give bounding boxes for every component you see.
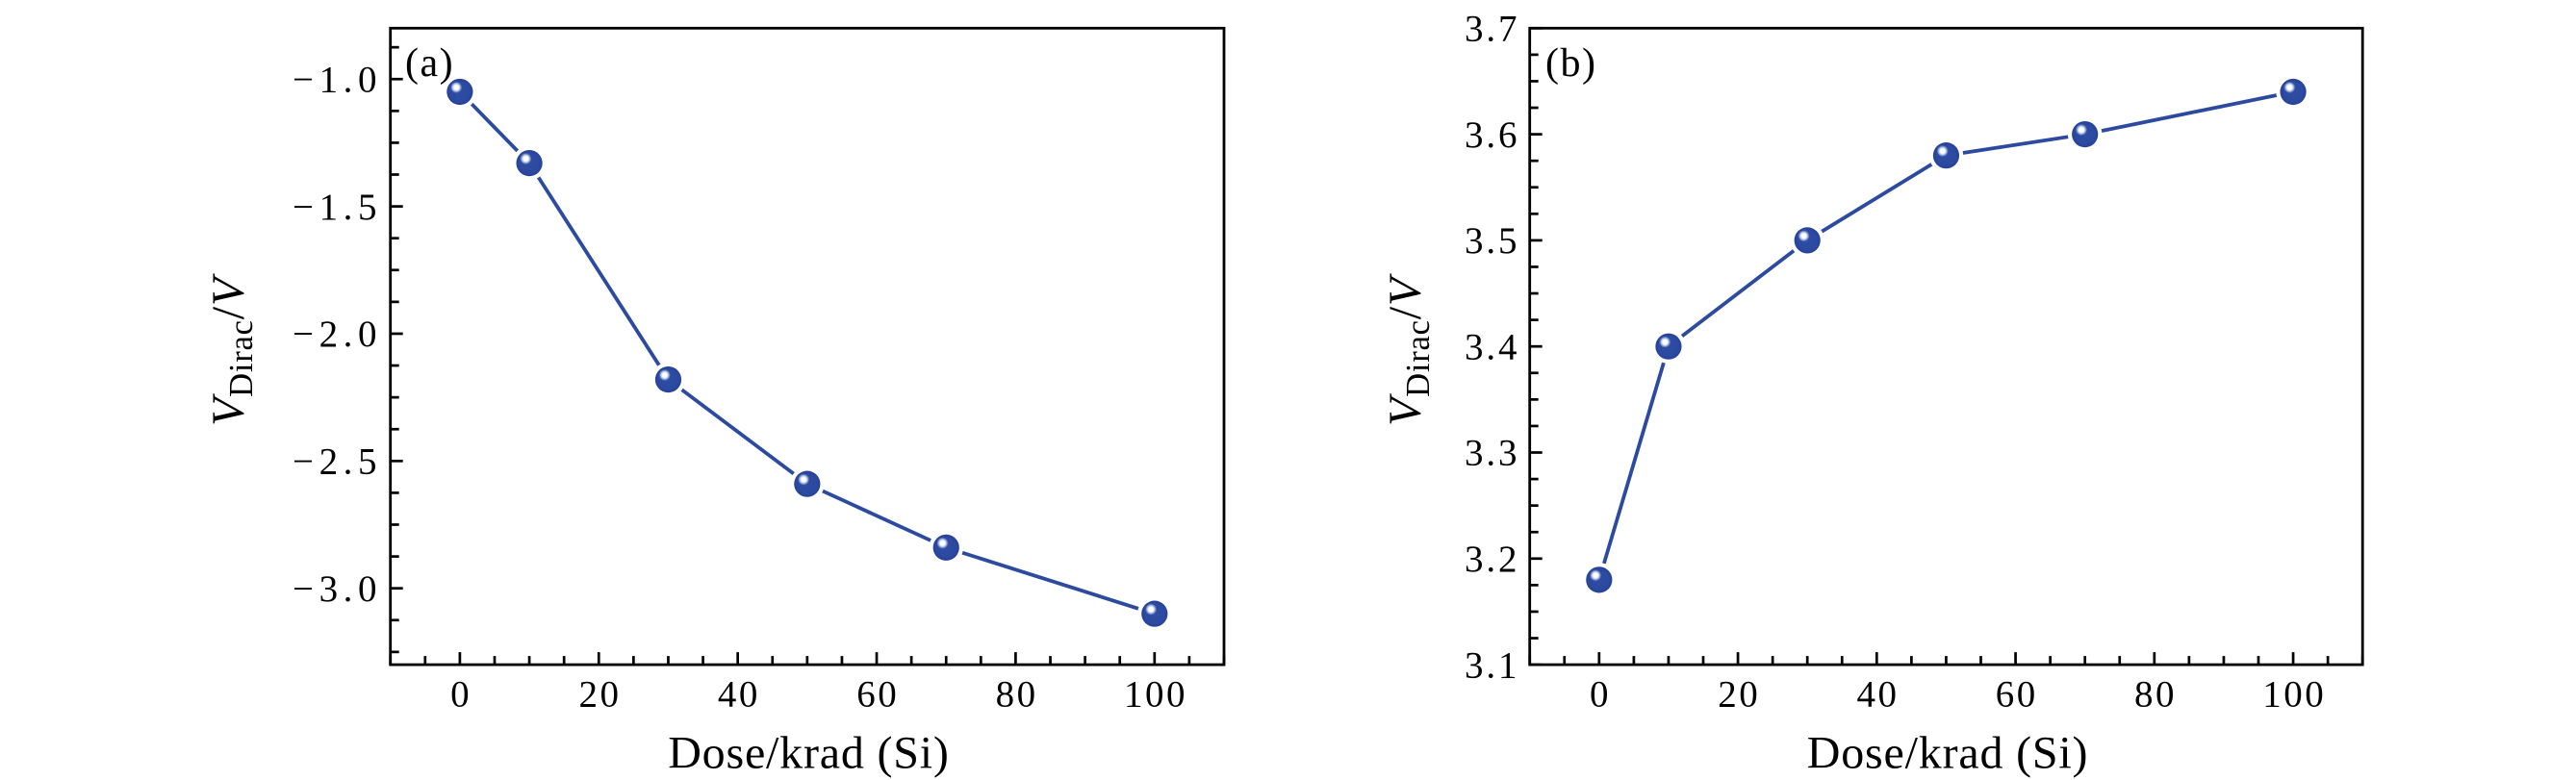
- svg-text:3.4: 3.4: [1465, 326, 1519, 367]
- svg-text:80: 80: [996, 674, 1038, 716]
- svg-text:100: 100: [2262, 674, 2326, 716]
- svg-text:3.3: 3.3: [1465, 433, 1519, 474]
- svg-text:VDirac/V: VDirac/V: [203, 273, 260, 426]
- svg-text:Dose/krad (Si): Dose/krad (Si): [668, 727, 949, 778]
- svg-text:60: 60: [856, 674, 899, 716]
- svg-text:3.1: 3.1: [1465, 644, 1519, 686]
- svg-text:Dose/krad (Si): Dose/krad (Si): [1807, 727, 2088, 778]
- svg-text:20: 20: [578, 674, 621, 716]
- svg-text:80: 80: [2134, 674, 2177, 716]
- svg-text:3.2: 3.2: [1465, 539, 1519, 580]
- svg-text:0: 0: [450, 674, 472, 716]
- svg-text:3.7: 3.7: [1465, 9, 1519, 50]
- svg-text:20: 20: [1718, 674, 1760, 716]
- svg-text:−1.5: −1.5: [293, 187, 379, 228]
- svg-text:3.5: 3.5: [1465, 220, 1519, 262]
- svg-text:60: 60: [1996, 674, 2038, 716]
- svg-text:(a): (a): [405, 41, 454, 86]
- svg-text:40: 40: [718, 674, 760, 716]
- svg-text:−1.0: −1.0: [293, 59, 379, 100]
- svg-text:VDirac/V: VDirac/V: [1380, 273, 1437, 426]
- svg-text:−2.5: −2.5: [293, 441, 379, 483]
- svg-text:0: 0: [1590, 674, 1611, 716]
- svg-text:3.6: 3.6: [1465, 114, 1519, 156]
- svg-text:−3.0: −3.0: [293, 568, 379, 610]
- svg-text:100: 100: [1124, 674, 1187, 716]
- svg-text:(b): (b): [1545, 41, 1596, 86]
- svg-text:40: 40: [1857, 674, 1900, 716]
- svg-text:−2.0: −2.0: [293, 314, 379, 355]
